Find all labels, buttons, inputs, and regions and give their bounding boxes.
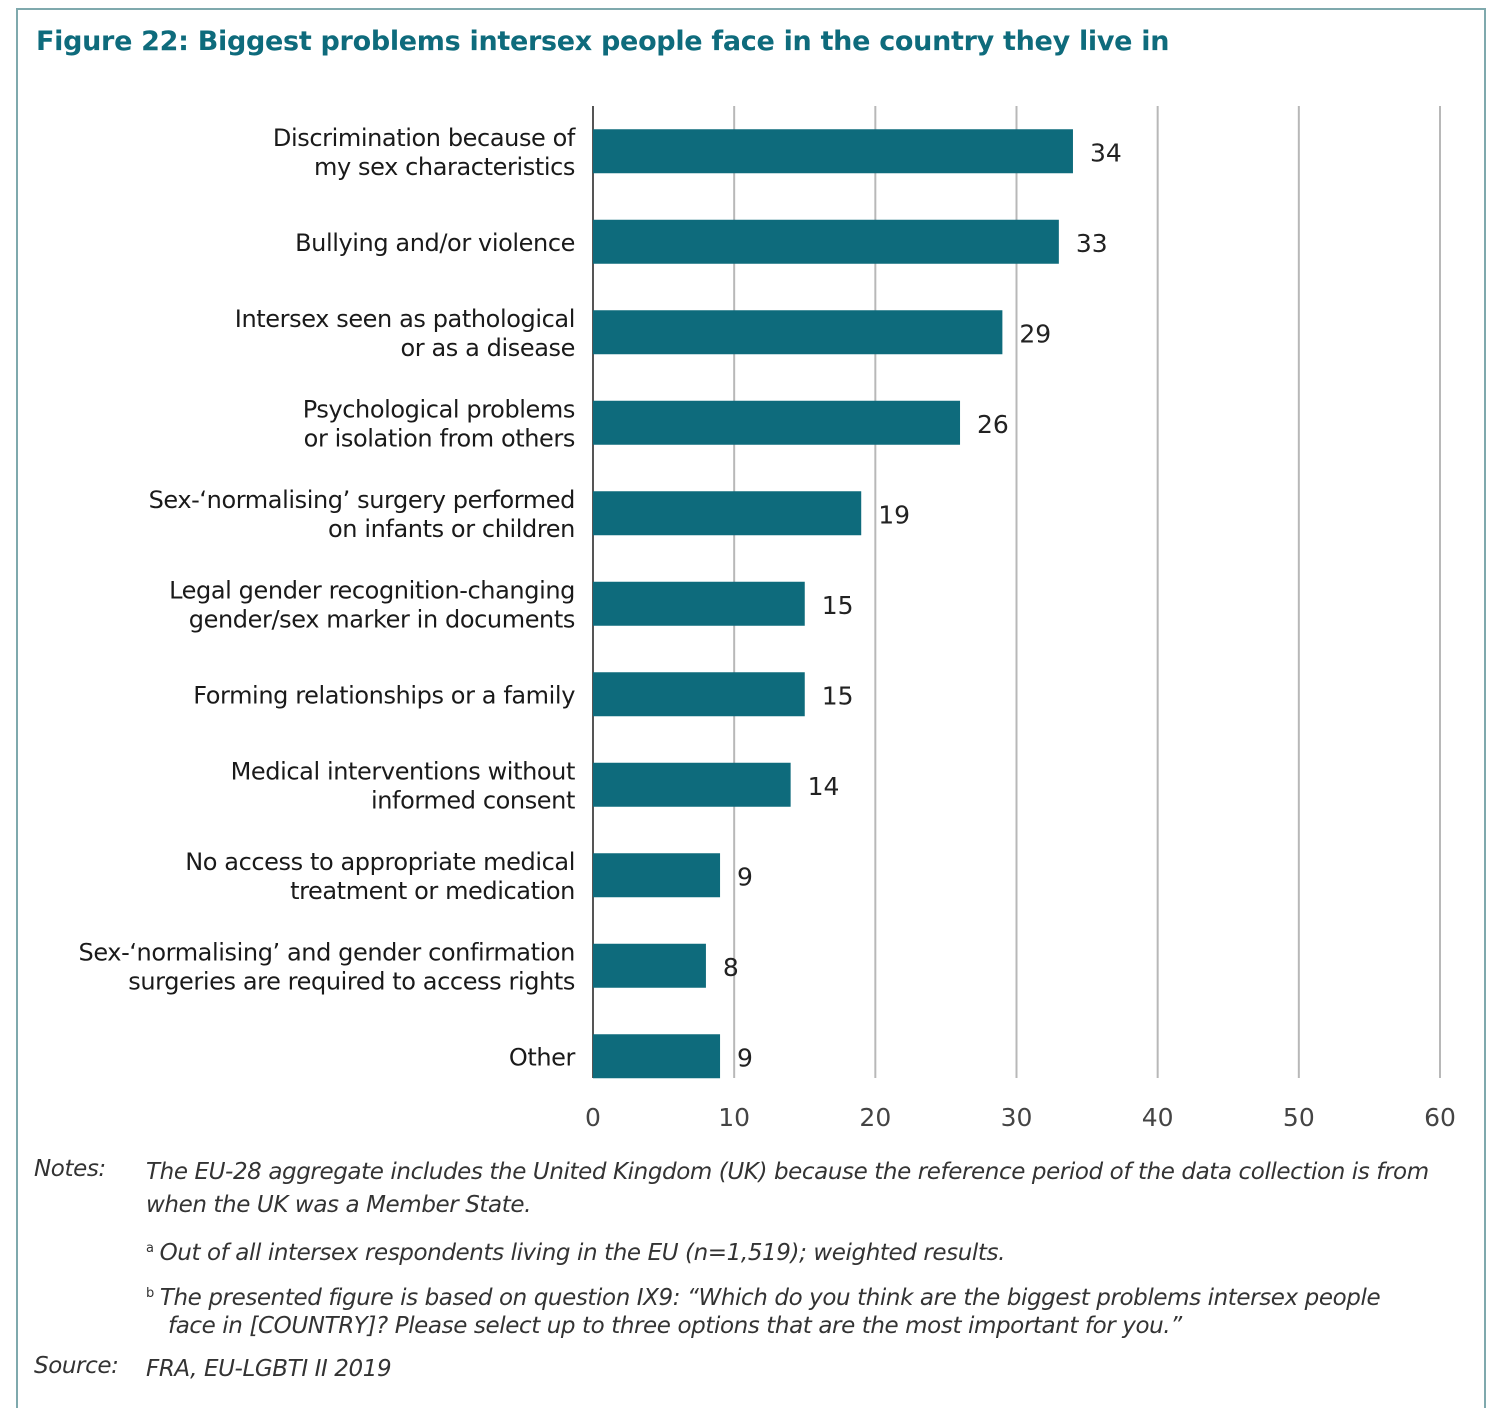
category-label: Medical interventions without informed co… (231, 757, 575, 814)
data-label: 34 (1090, 138, 1122, 167)
category-label-line: Bullying and/or violence (295, 229, 575, 257)
x-tick-label: 30 (1001, 1103, 1033, 1132)
note-a-mark: a (146, 1241, 154, 1256)
bar (593, 672, 805, 717)
category-label: No access to appropriate medical treatmen… (185, 848, 575, 905)
note-a-text: Out of all intersex respondents living i… (159, 1240, 1006, 1266)
data-label: 15 (822, 591, 854, 620)
x-tick-label: 0 (585, 1103, 601, 1132)
source-text: FRA, EU-LGBTI II 2019 (146, 1356, 392, 1382)
category-label: Legal gender recognition-changing gender/… (169, 576, 575, 633)
category-label-line: Sex-‘normalising’ and gender confirmatio… (78, 938, 575, 966)
category-label-line: surgeries are required to access rights (128, 967, 575, 995)
category-label: Sex-‘normalising’ and gender confirmatio… (78, 938, 575, 995)
category-label-line: Intersex seen as pathological (235, 305, 575, 333)
note-a: a Out of all intersex respondents living … (146, 1232, 1005, 1270)
category-label: Psychological problems or isolation from … (303, 395, 575, 452)
x-tick-label: 40 (1142, 1103, 1174, 1132)
category-label-line: Sex-‘normalising’ surgery performed (149, 486, 575, 514)
data-label: 8 (723, 953, 739, 982)
category-label: Other (509, 1043, 576, 1071)
figure-frame (16, 8, 1486, 1408)
data-label: 15 (822, 681, 854, 710)
data-label: 29 (1019, 319, 1051, 348)
x-tick-label: 20 (859, 1103, 891, 1132)
category-label-line: Forming relationships or a family (193, 681, 575, 709)
category-label-line: Medical interventions without (231, 757, 575, 785)
category-label: Discrimination because of my sex characte… (273, 124, 576, 181)
category-label-line: my sex characteristics (314, 153, 575, 181)
bar (593, 219, 1059, 264)
notes-label: Notes: (34, 1156, 106, 1182)
category-label-line: Discrimination because of (273, 124, 576, 152)
bar (593, 129, 1073, 174)
category-label-line: No access to appropriate medical (185, 848, 575, 876)
bar-chart: 0 10 20 30 40 50 60 34 Discrimination because of… (78, 106, 1456, 1132)
bar (593, 310, 1003, 355)
category-label-line: or as a disease (400, 334, 575, 362)
bar (593, 943, 706, 988)
bar (593, 853, 721, 898)
category-label-line: informed consent (371, 786, 575, 814)
category-label-line: gender/sex marker in documents (189, 605, 575, 633)
data-label: 33 (1076, 229, 1108, 258)
category-label: Intersex seen as pathological or as a dis… (235, 305, 575, 362)
category-label-line: Legal gender recognition-changing (169, 576, 575, 604)
bar (593, 1034, 721, 1079)
note-b: b The presented figure is based on questi… (146, 1277, 1381, 1315)
notes-line-1: The EU-28 aggregate includes the United … (146, 1159, 1429, 1185)
note-b-line-1: The presented figure is based on questio… (159, 1285, 1381, 1311)
category-label: Bullying and/or violence (295, 229, 575, 257)
bar (593, 491, 862, 536)
bar (593, 581, 805, 626)
note-b-line-2: face in [COUNTRY]? Please select up to t… (168, 1313, 1182, 1339)
bar (593, 762, 791, 807)
notes-line-2: when the UK was a Member State. (146, 1192, 532, 1218)
bar (593, 400, 961, 445)
x-tick-label: 10 (718, 1103, 750, 1132)
category-label-line: Other (509, 1043, 576, 1071)
x-tick-label: 60 (1424, 1103, 1456, 1132)
category-label: Forming relationships or a family (193, 681, 575, 709)
figure-title: Figure 22: Biggest problems intersex peo… (36, 26, 1170, 57)
data-label: 19 (878, 500, 910, 529)
data-label: 9 (737, 1043, 753, 1072)
category-label-line: treatment or medication (290, 877, 575, 905)
category-label-line: Psychological problems (303, 395, 575, 423)
category-label-line: on infants or children (328, 515, 575, 543)
x-tick-label: 50 (1283, 1103, 1315, 1132)
data-label: 26 (977, 410, 1009, 439)
source-label: Source: (34, 1353, 119, 1379)
category-label: Sex-‘normalising’ surgery performed on in… (149, 486, 575, 543)
category-label-line: or isolation from others (304, 424, 575, 452)
note-b-mark: b (146, 1286, 154, 1301)
data-label: 9 (737, 862, 753, 891)
data-label: 14 (808, 772, 840, 801)
